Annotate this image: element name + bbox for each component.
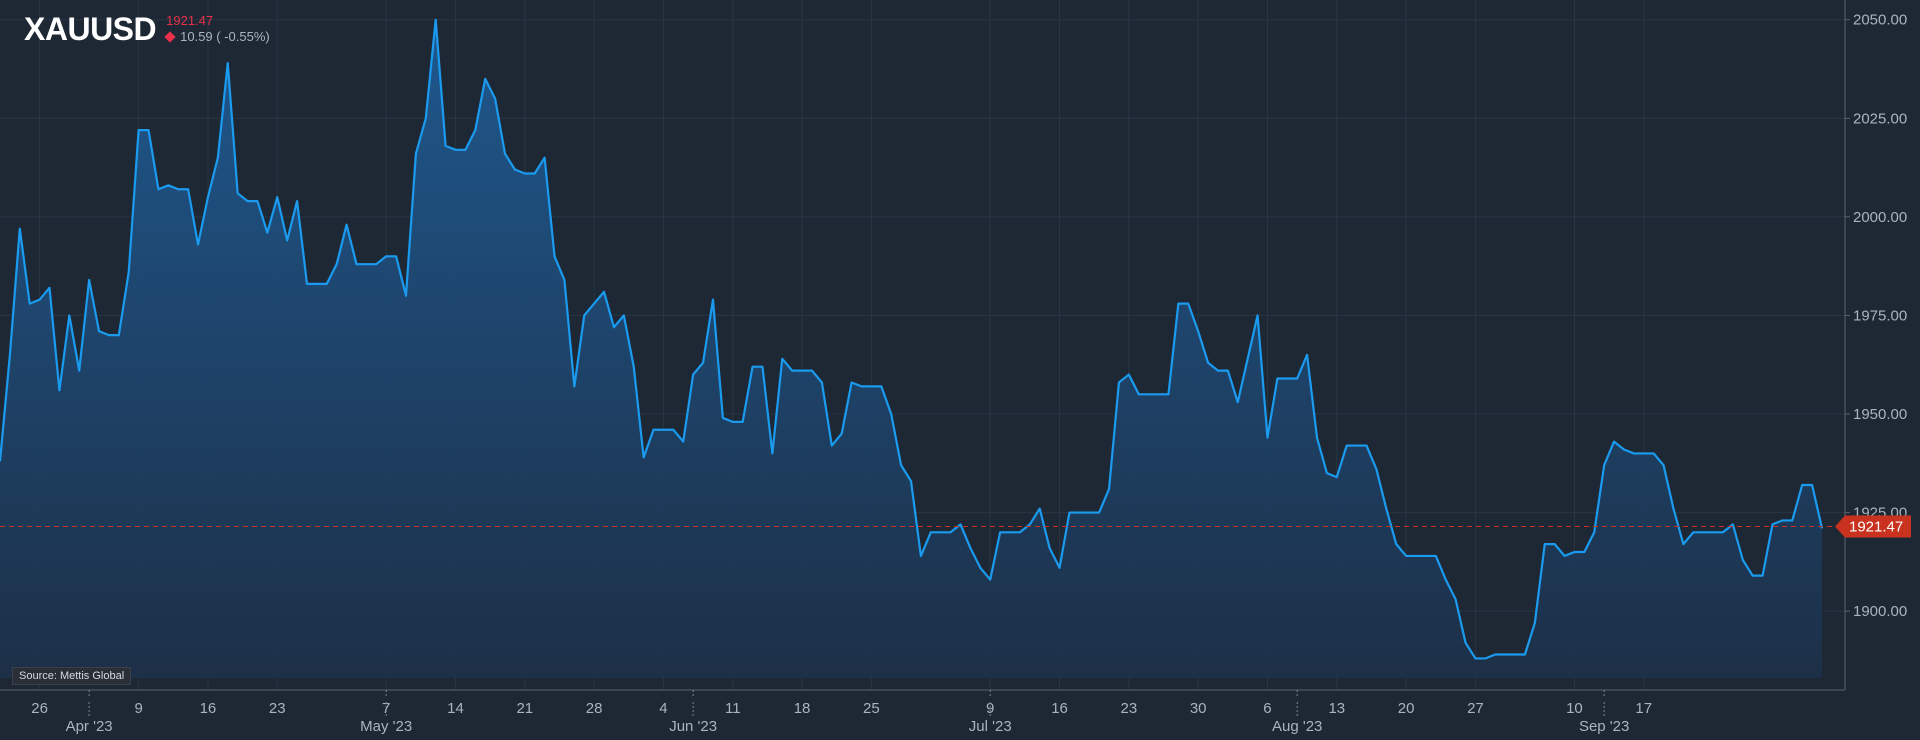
x-axis-labels: 26 9 16 23 7 14 21 28 4 11 18 25 9 16 23 30 6 13 20 27 10 17 A… — [31, 690, 1652, 735]
symbol-title: XAUUSD — [24, 11, 157, 47]
x-day-label: 30 — [1190, 700, 1207, 717]
price-tag-label: 1921.47 — [1849, 518, 1903, 535]
y-tick-label: 2000.00 — [1853, 209, 1907, 226]
last-price: 1921.47 — [166, 13, 214, 28]
y-tick-label: 2050.00 — [1853, 12, 1907, 29]
x-day-label: 6 — [1263, 700, 1271, 717]
y-tick-label: 1950.00 — [1853, 406, 1907, 423]
current-price-tag: 1921.47 — [1835, 515, 1911, 538]
x-day-label: 28 — [586, 700, 603, 717]
down-arrow-icon — [164, 31, 176, 43]
y-tick-label: 1975.00 — [1853, 307, 1907, 324]
x-day-label: 26 — [31, 700, 48, 717]
y-tick-label: 1900.00 — [1853, 603, 1907, 620]
price-tag-shape — [1835, 515, 1911, 538]
price-area — [0, 19, 1822, 678]
x-day-label: 17 — [1635, 700, 1652, 717]
price-line — [0, 18, 1824, 660]
x-day-label: 4 — [659, 700, 667, 717]
quote-block: 1921.47 10.59 ( -0.55%) — [164, 10, 270, 46]
y-tick-label: 2025.00 — [1853, 110, 1907, 127]
x-day-label: 16 — [1051, 700, 1068, 717]
x-day-label: 21 — [516, 700, 533, 717]
x-day-label: 27 — [1467, 700, 1484, 717]
source-label: Source: Mettis Global — [12, 667, 132, 685]
x-day-label: 23 — [269, 700, 286, 717]
x-day-label: 7 — [382, 700, 390, 717]
x-month-label: May '23 — [360, 718, 412, 735]
x-day-label: 23 — [1121, 700, 1138, 717]
x-day-label: 13 — [1328, 700, 1345, 717]
x-month-label: Jun '23 — [669, 718, 717, 735]
chart-header: XAUUSD 1921.47 10.59 ( -0.55%) — [24, 10, 270, 48]
x-month-label: Jul '23 — [969, 718, 1012, 735]
x-month-label: Aug '23 — [1272, 718, 1322, 735]
x-day-label: 25 — [863, 700, 880, 717]
x-day-label: 20 — [1398, 700, 1415, 717]
x-day-label: 9 — [134, 700, 142, 717]
x-day-label: 14 — [447, 700, 464, 717]
x-day-label: 9 — [986, 700, 994, 717]
x-month-label: Apr '23 — [66, 718, 113, 735]
x-day-label: 11 — [725, 700, 741, 717]
x-day-label: 10 — [1566, 700, 1583, 717]
price-change: 10.59 ( -0.55%) — [164, 28, 270, 46]
x-day-label: 18 — [794, 700, 811, 717]
price-change-value: 10.59 ( -0.55%) — [180, 29, 270, 44]
x-day-label: 16 — [200, 700, 217, 717]
x-month-label: Sep '23 — [1579, 718, 1629, 735]
